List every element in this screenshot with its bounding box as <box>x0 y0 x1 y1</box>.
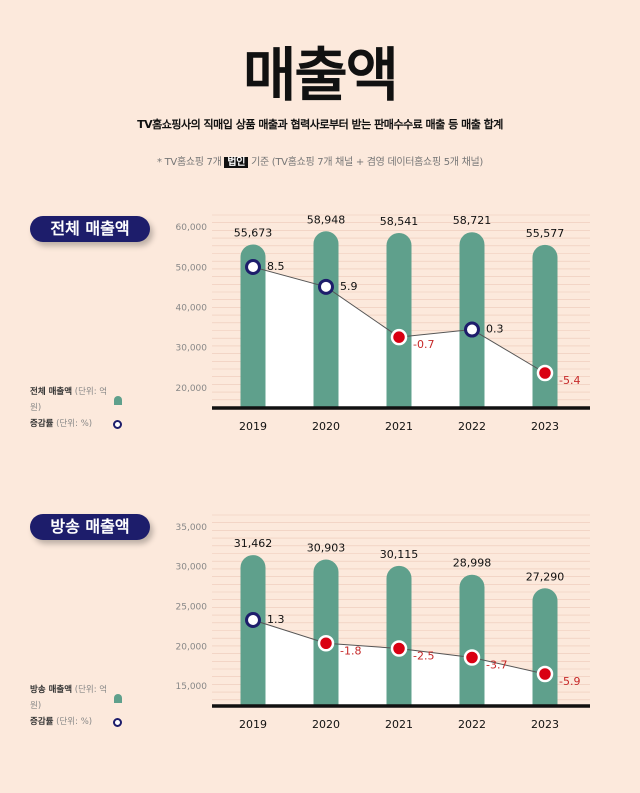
rate-marker <box>245 259 261 275</box>
rate-marker <box>390 328 408 346</box>
legend-unit: (단위: %) <box>56 419 93 429</box>
rate-label: -3.7 <box>486 659 507 672</box>
chart2-title-badge: 방송 매출액 <box>30 514 150 540</box>
circle-swatch-icon <box>113 419 122 429</box>
bar-value-label: 28,998 <box>453 557 492 570</box>
y-tick-label: 20,000 <box>176 384 208 394</box>
y-tick-label: 50,000 <box>176 263 208 273</box>
x-tick-label: 2019 <box>239 718 267 731</box>
legend-label: 방송 매출액 <box>30 685 73 695</box>
chart1-title-badge: 전체 매출액 <box>30 216 150 242</box>
chart1-legend: 전체 매출액 (단위: 억 원) 증감률 (단위: %) <box>30 384 122 432</box>
bar <box>532 244 558 408</box>
y-tick-label: 25,000 <box>176 603 208 613</box>
rate-label: -0.7 <box>413 338 434 351</box>
rate-marker <box>317 635 335 652</box>
legend-unit: (단위: 억 원) <box>30 685 108 711</box>
bar-value-label: 55,673 <box>234 226 273 239</box>
rate-label: -1.8 <box>340 644 361 657</box>
y-tick-label: 15,000 <box>176 682 208 692</box>
legend-label: 증감률 <box>30 419 54 429</box>
bar-value-label: 27,290 <box>526 570 565 583</box>
x-tick-label: 2021 <box>385 718 413 731</box>
bar-value-label: 58,721 <box>453 214 492 227</box>
rate-label: -5.4 <box>559 374 580 387</box>
bar-value-label: 58,541 <box>380 215 419 228</box>
bar-value-label: 55,577 <box>526 227 565 240</box>
footnote: * TV홈쇼핑 7개 법인 기준 (TV홈쇼핑 7개 채널 + 겸영 데이터홈쇼… <box>0 153 640 168</box>
x-tick-label: 2022 <box>458 420 486 433</box>
y-tick-label: 60,000 <box>176 223 208 233</box>
legend-label: 증감률 <box>30 717 54 727</box>
rate-label: 8.5 <box>267 260 285 273</box>
rate-marker <box>536 665 554 683</box>
bar-value-label: 58,948 <box>307 213 346 226</box>
x-tick-label: 2023 <box>531 718 559 731</box>
bar <box>386 232 412 408</box>
note-pre: * TV홈쇼핑 7개 <box>157 157 222 168</box>
rate-label: -2.5 <box>413 650 434 663</box>
rate-label: 1.3 <box>267 613 285 626</box>
bar <box>313 231 339 408</box>
rate-marker <box>318 278 334 295</box>
y-tick-label: 40,000 <box>176 303 208 313</box>
bar <box>240 244 266 408</box>
page-subtitle: TV홈쇼핑사의 직매입 상품 매출과 협력사로부터 받는 판매수수료 매출 등 … <box>137 118 503 131</box>
rate-label: 0.3 <box>486 323 504 336</box>
bar <box>386 565 412 706</box>
rate-marker <box>463 649 481 666</box>
rate-label: 5.9 <box>340 280 358 293</box>
bar <box>459 574 485 706</box>
x-tick-label: 2022 <box>458 718 486 731</box>
bar <box>532 588 558 706</box>
bar-swatch-icon <box>113 693 122 703</box>
rate-label: -5.9 <box>559 675 580 688</box>
x-tick-label: 2019 <box>239 420 267 433</box>
rate-marker <box>245 612 261 628</box>
x-tick-label: 2021 <box>385 420 413 433</box>
note-post: 기준 (TV홈쇼핑 7개 채널 + 겸영 데이터홈쇼핑 5개 채널) <box>251 157 483 168</box>
legend-label: 전체 매출액 <box>30 387 73 397</box>
y-tick-label: 30,000 <box>176 344 208 354</box>
rate-marker <box>464 321 480 338</box>
bar-value-label: 30,903 <box>307 542 346 555</box>
rate-marker <box>390 640 408 657</box>
bar <box>459 232 485 408</box>
bar <box>240 555 266 706</box>
x-tick-label: 2023 <box>531 420 559 433</box>
page-title: 매출액 <box>242 41 399 109</box>
note-highlight: 법인 <box>224 157 249 168</box>
y-tick-label: 20,000 <box>176 642 208 652</box>
circle-swatch-icon <box>113 717 122 727</box>
bar <box>313 559 339 706</box>
legend-unit: (단위: 억 원) <box>30 387 108 413</box>
bar-value-label: 31,462 <box>234 537 273 550</box>
y-tick-label: 30,000 <box>176 563 208 573</box>
x-tick-label: 2020 <box>312 420 340 433</box>
chart2-legend: 방송 매출액 (단위: 억 원) 증감률 (단위: %) <box>30 682 122 730</box>
y-tick-label: 35,000 <box>176 523 208 533</box>
bar-value-label: 30,115 <box>380 548 419 561</box>
legend-unit: (단위: %) <box>56 717 93 727</box>
rate-marker <box>536 364 554 382</box>
bar-swatch-icon <box>113 395 122 405</box>
x-tick-label: 2020 <box>312 718 340 731</box>
